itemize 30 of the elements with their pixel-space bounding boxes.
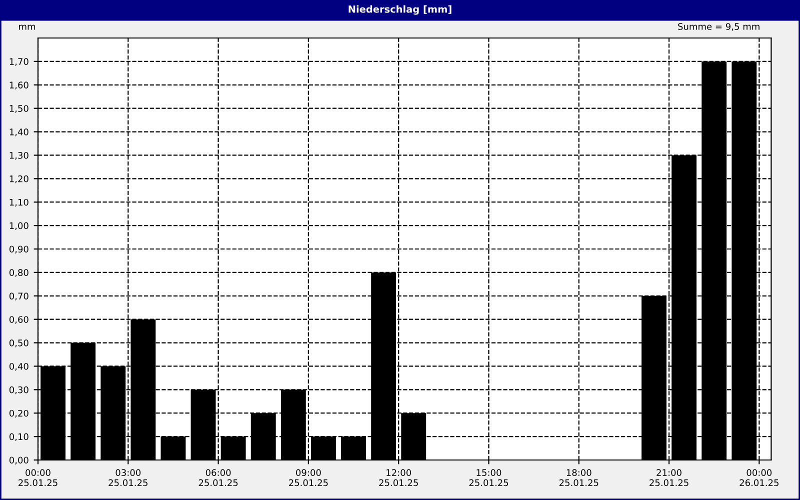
y-tick-label: 0,80 — [9, 269, 28, 277]
y-tick-label: 0,40 — [9, 362, 28, 371]
chart-title: Niederschlag [mm] — [348, 5, 452, 15]
x-tick-label: 06:00 25.01.25 — [198, 469, 238, 486]
x-tick-label: 18:00 25.01.25 — [559, 469, 598, 486]
x-tick-label: 00:00 25.01.25 — [18, 469, 58, 486]
y-tick-label: 1,60 — [10, 82, 28, 90]
x-tick-label: 12:00 25.01.25 — [379, 469, 418, 486]
text: Summe = 9,5 mm — [678, 23, 760, 31]
y-tick-label: 0,70 — [9, 292, 28, 300]
x-tick-label: 03:00 25.01.25 — [108, 469, 148, 486]
x-tick-label: 15:00 25.01.25 — [469, 469, 508, 486]
y-tick-label: 0,00 — [9, 456, 28, 464]
y-tick-label: 0,90 — [9, 246, 28, 254]
y-tick-label: 1,30 — [10, 152, 28, 160]
y-tick-label: 0,10 — [9, 433, 28, 442]
y-tick-label: 0,50 — [9, 340, 28, 348]
y-tick-label: 0,30 — [9, 386, 28, 394]
y-axis-title: mm — [19, 24, 36, 30]
y-tick-label: 1,10 — [10, 198, 28, 207]
x-tick-label: 21:00 25.01.25 — [650, 469, 688, 486]
y-tick-label: 1,70 — [10, 58, 28, 66]
x-tick-label: 09:00 25.01.25 — [289, 469, 328, 486]
y-tick-label: 1,50 — [10, 105, 28, 113]
y-tick-label: 1,20 — [10, 175, 28, 184]
y-tick-label: 1,40 — [10, 128, 28, 136]
y-tick-label: 0,20 — [9, 410, 28, 418]
y-tick-label: 1,00 — [10, 222, 28, 230]
y-tick-label: 0,60 — [9, 316, 28, 324]
x-tick-label: 00:00 26.01.25 — [740, 469, 778, 486]
